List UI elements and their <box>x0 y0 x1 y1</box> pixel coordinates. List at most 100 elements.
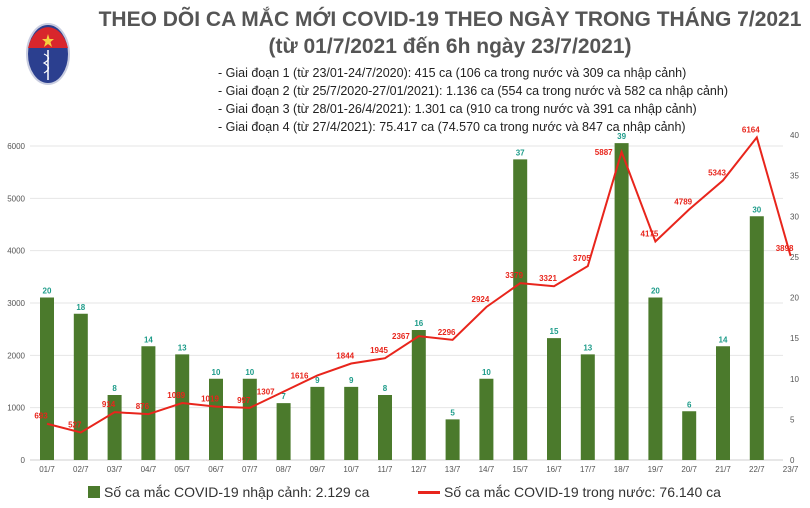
legend-label-bar: Số ca mắc COVID-19 nhập cảnh: 2.129 ca <box>104 484 370 500</box>
bar <box>344 386 359 460</box>
bar <box>73 313 88 460</box>
bar <box>648 297 663 460</box>
line-label: 4175 <box>641 230 659 239</box>
bar-label: 13 <box>178 343 187 352</box>
bar <box>310 386 325 460</box>
x-axis-tick: 23/7 <box>783 465 799 474</box>
left-axis-tick: 5000 <box>7 194 25 203</box>
bar-label: 39 <box>617 132 626 141</box>
x-axis-tick: 12/7 <box>411 465 427 474</box>
x-axis-tick: 16/7 <box>546 465 562 474</box>
line-label: 6164 <box>742 125 760 134</box>
bar <box>141 346 156 460</box>
bar-label: 37 <box>516 148 525 157</box>
right-axis-tick: 10 <box>790 375 799 384</box>
line-label: 2296 <box>438 328 456 337</box>
x-axis-tick: 10/7 <box>343 465 359 474</box>
right-axis-tick: 0 <box>790 456 795 465</box>
x-axis-tick: 03/7 <box>107 465 123 474</box>
phase-note: - Giai đoạn 2 (từ 25/7/2020-27/01/2021):… <box>218 84 728 98</box>
line-label: 527 <box>68 420 82 429</box>
line-label: 914 <box>102 400 116 409</box>
phase-note: - Giai đoạn 3 (từ 28/01-26/4/2021): 1.30… <box>218 102 697 116</box>
bar <box>209 378 223 460</box>
line-label: 5343 <box>708 168 726 177</box>
line-label: 3898 <box>776 244 794 253</box>
x-axis-tick: 21/7 <box>715 465 731 474</box>
x-axis-tick: 18/7 <box>614 465 630 474</box>
right-axis-tick: 5 <box>790 415 795 424</box>
line-label: 1616 <box>291 371 309 380</box>
bar <box>614 143 629 460</box>
bar <box>580 354 595 460</box>
x-axis-tick: 06/7 <box>208 465 224 474</box>
bar-label: 5 <box>450 408 455 417</box>
bar <box>479 378 494 460</box>
bar <box>445 419 460 460</box>
x-axis-tick: 20/7 <box>681 465 697 474</box>
bar-label: 8 <box>383 384 388 393</box>
line-label: 1945 <box>370 346 388 355</box>
ministry-of-health-logo <box>22 10 74 97</box>
phase-note: - Giai đoạn 4 (từ 27/4/2021): 75.417 ca … <box>218 120 686 134</box>
phase-note: - Giai đoạn 1 (từ 23/01-24/7/2020): 415 … <box>218 66 687 80</box>
bar-label: 18 <box>76 303 85 312</box>
x-axis-tick: 08/7 <box>276 465 292 474</box>
bar-label: 10 <box>212 368 221 377</box>
bar-label: 8 <box>112 384 117 393</box>
bar <box>716 346 730 460</box>
left-axis-tick: 4000 <box>7 247 25 256</box>
legend-item-bar: Số ca mắc COVID-19 nhập cảnh: 2.129 ca <box>88 484 369 500</box>
legend-swatch-line <box>418 490 440 494</box>
line-label: 693 <box>34 412 48 421</box>
legend-item-line: Số ca mắc COVID-19 trong nước: 76.140 ca <box>418 484 721 500</box>
left-axis-tick: 0 <box>21 456 26 465</box>
line-label: 876 <box>136 402 150 411</box>
title-line-2: (từ 01/7/2021 đến 6h ngày 23/7/2021) <box>268 35 632 58</box>
line-label: 3705 <box>573 254 591 263</box>
line-label: 2367 <box>392 332 410 341</box>
x-axis-tick: 09/7 <box>310 465 326 474</box>
bar <box>411 330 426 460</box>
bar-label: 20 <box>651 287 660 296</box>
left-axis-tick: 6000 <box>7 142 25 151</box>
bar <box>378 395 392 460</box>
right-axis-tick: 15 <box>790 334 799 343</box>
bar-label: 14 <box>719 335 728 344</box>
bar <box>242 378 257 460</box>
bar-label: 15 <box>550 327 559 336</box>
legend-swatch-bar <box>88 486 100 498</box>
x-axis-tick: 19/7 <box>648 465 664 474</box>
x-axis-tick: 22/7 <box>749 465 765 474</box>
line-label: 997 <box>237 396 251 405</box>
bar <box>547 338 561 460</box>
bar-label: 10 <box>245 368 254 377</box>
x-axis-tick: 17/7 <box>580 465 596 474</box>
line-label: 1019 <box>201 395 219 404</box>
left-axis-tick: 2000 <box>7 351 25 360</box>
x-axis-tick: 14/7 <box>479 465 495 474</box>
line-label: 3321 <box>539 274 557 283</box>
x-axis-tick: 02/7 <box>73 465 89 474</box>
line-label: 1307 <box>257 388 275 397</box>
x-axis-tick: 01/7 <box>39 465 55 474</box>
right-axis-tick: 35 <box>790 172 799 181</box>
bar <box>175 354 190 460</box>
bar-label: 20 <box>43 287 52 296</box>
chart-title: THEO DÕI CA MẮC MỚI COVID-19 THEO NGÀY T… <box>0 6 810 60</box>
bar-label: 30 <box>752 205 761 214</box>
line-label: 1844 <box>336 351 354 360</box>
x-axis-tick: 07/7 <box>242 465 258 474</box>
bar <box>276 403 291 460</box>
right-axis-tick: 20 <box>790 294 799 303</box>
bar <box>40 297 54 460</box>
x-axis-tick: 04/7 <box>141 465 157 474</box>
right-axis-tick: 30 <box>790 212 799 221</box>
bar <box>107 395 122 460</box>
phase-notes: - Giai đoạn 1 (từ 23/01-24/7/2020): 415 … <box>218 64 728 136</box>
x-axis-tick: 13/7 <box>445 465 461 474</box>
line-label: 4789 <box>674 197 692 206</box>
left-axis-tick: 1000 <box>7 404 25 413</box>
bar-label: 10 <box>482 368 491 377</box>
left-axis-tick: 3000 <box>7 299 25 308</box>
